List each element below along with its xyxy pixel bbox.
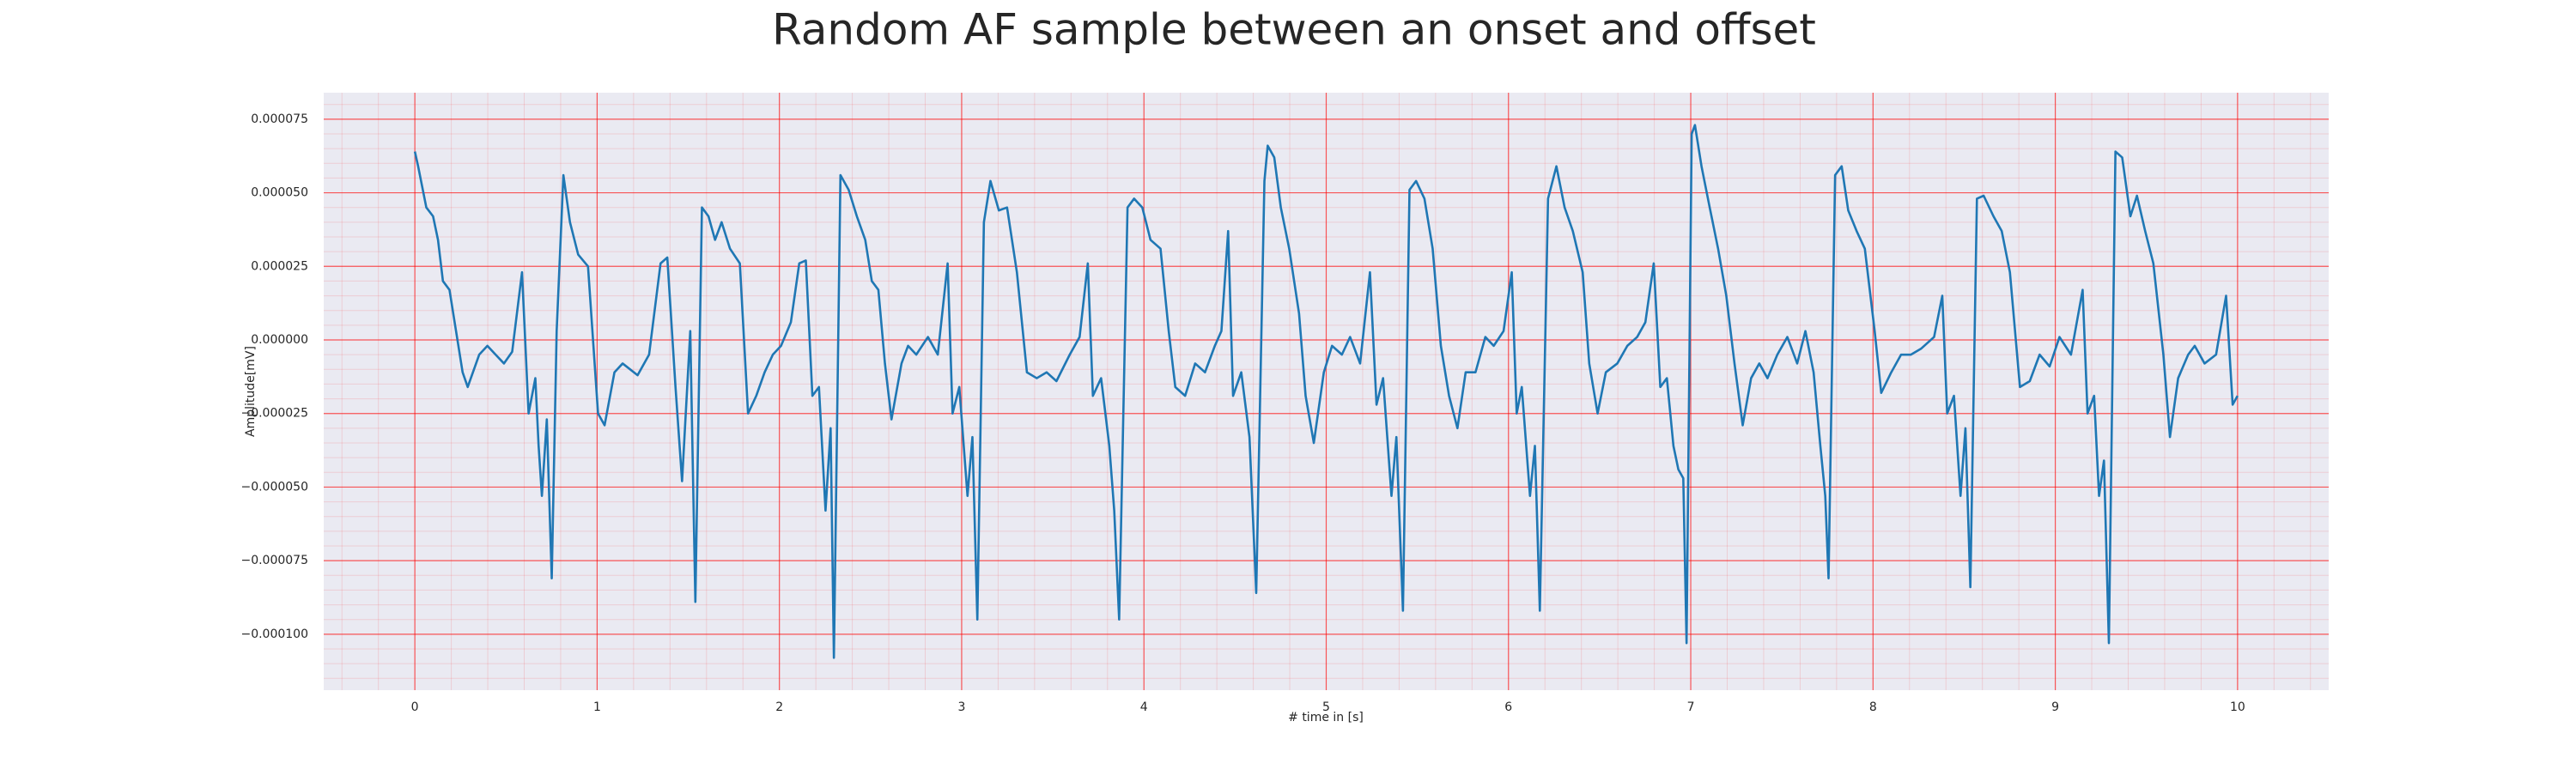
y-tick-label: −0.000075 bbox=[240, 554, 308, 567]
x-tick-label: 4 bbox=[1140, 700, 1148, 714]
y-tick-label: −0.000050 bbox=[240, 480, 308, 494]
x-tick-label: 3 bbox=[957, 700, 965, 714]
y-tick-label: 0.000050 bbox=[251, 186, 308, 200]
y-tick-label: −0.000100 bbox=[240, 627, 308, 641]
x-tick-label: 2 bbox=[775, 700, 783, 714]
signal-line bbox=[413, 124, 2239, 659]
x-tick-label: 10 bbox=[2230, 700, 2245, 714]
x-tick-label: 9 bbox=[2051, 700, 2059, 714]
x-tick-label: 7 bbox=[1687, 700, 1695, 714]
chart-title: Random AF sample between an onset and of… bbox=[772, 5, 1816, 55]
y-axis-label: Amplitude[mV] bbox=[244, 346, 258, 437]
x-tick-label: 1 bbox=[593, 700, 601, 714]
x-tick-label: 5 bbox=[1322, 700, 1330, 714]
x-tick-label: 8 bbox=[1869, 700, 1877, 714]
x-tick-label: 6 bbox=[1504, 700, 1512, 714]
x-axis-label: # time in [s] bbox=[1288, 711, 1364, 724]
y-tick-label: 0.000000 bbox=[251, 333, 308, 347]
x-tick-label: 0 bbox=[411, 700, 419, 714]
y-tick-label: 0.000075 bbox=[251, 112, 308, 126]
y-tick-label: 0.000025 bbox=[251, 259, 308, 273]
y-tick-label: −0.000025 bbox=[240, 407, 308, 421]
